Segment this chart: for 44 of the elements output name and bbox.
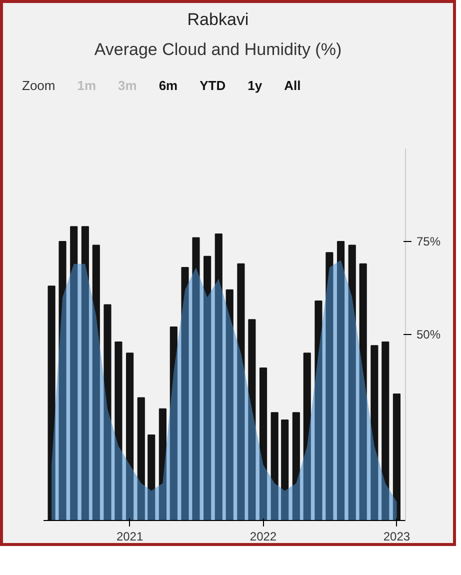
bar xyxy=(270,412,278,520)
bar xyxy=(259,367,268,520)
bar xyxy=(314,300,322,520)
text: YTD xyxy=(200,78,226,93)
x-tick-label: 2023 xyxy=(383,530,410,544)
bar xyxy=(326,252,334,520)
bar xyxy=(92,244,100,520)
bar xyxy=(382,341,390,520)
chart-subtitle: Average Cloud and Humidity (%) xyxy=(93,39,343,62)
bar xyxy=(58,241,66,520)
bar xyxy=(292,412,300,520)
bar xyxy=(181,267,189,520)
bar xyxy=(137,397,145,520)
bar xyxy=(204,256,212,520)
bar xyxy=(104,304,112,520)
bar xyxy=(348,244,356,520)
x-tick-label: 2022 xyxy=(250,530,277,544)
x-tick-label: 2021 xyxy=(116,530,144,544)
bar xyxy=(214,234,222,520)
bar xyxy=(237,263,245,520)
bar xyxy=(281,420,289,520)
bar xyxy=(359,263,367,520)
bar xyxy=(170,326,178,520)
bar xyxy=(392,394,401,520)
bar xyxy=(114,341,122,520)
bar xyxy=(370,345,378,520)
bar xyxy=(192,237,200,520)
bar xyxy=(81,226,89,520)
text: Zoom xyxy=(22,78,56,93)
bar xyxy=(303,352,311,520)
bar xyxy=(70,226,78,520)
text: All xyxy=(284,78,301,93)
bar xyxy=(48,286,56,520)
bar xyxy=(226,289,234,520)
bar xyxy=(248,319,256,520)
y-tick-label: 75% xyxy=(416,234,441,248)
bar xyxy=(158,408,166,520)
bar xyxy=(148,434,156,520)
bar xyxy=(126,352,134,520)
text: 1y xyxy=(248,78,262,93)
y-tick-label: 50% xyxy=(416,328,441,342)
text: 6m xyxy=(158,78,178,93)
chart-title: Rabkavi xyxy=(186,9,250,31)
bar xyxy=(336,241,345,520)
